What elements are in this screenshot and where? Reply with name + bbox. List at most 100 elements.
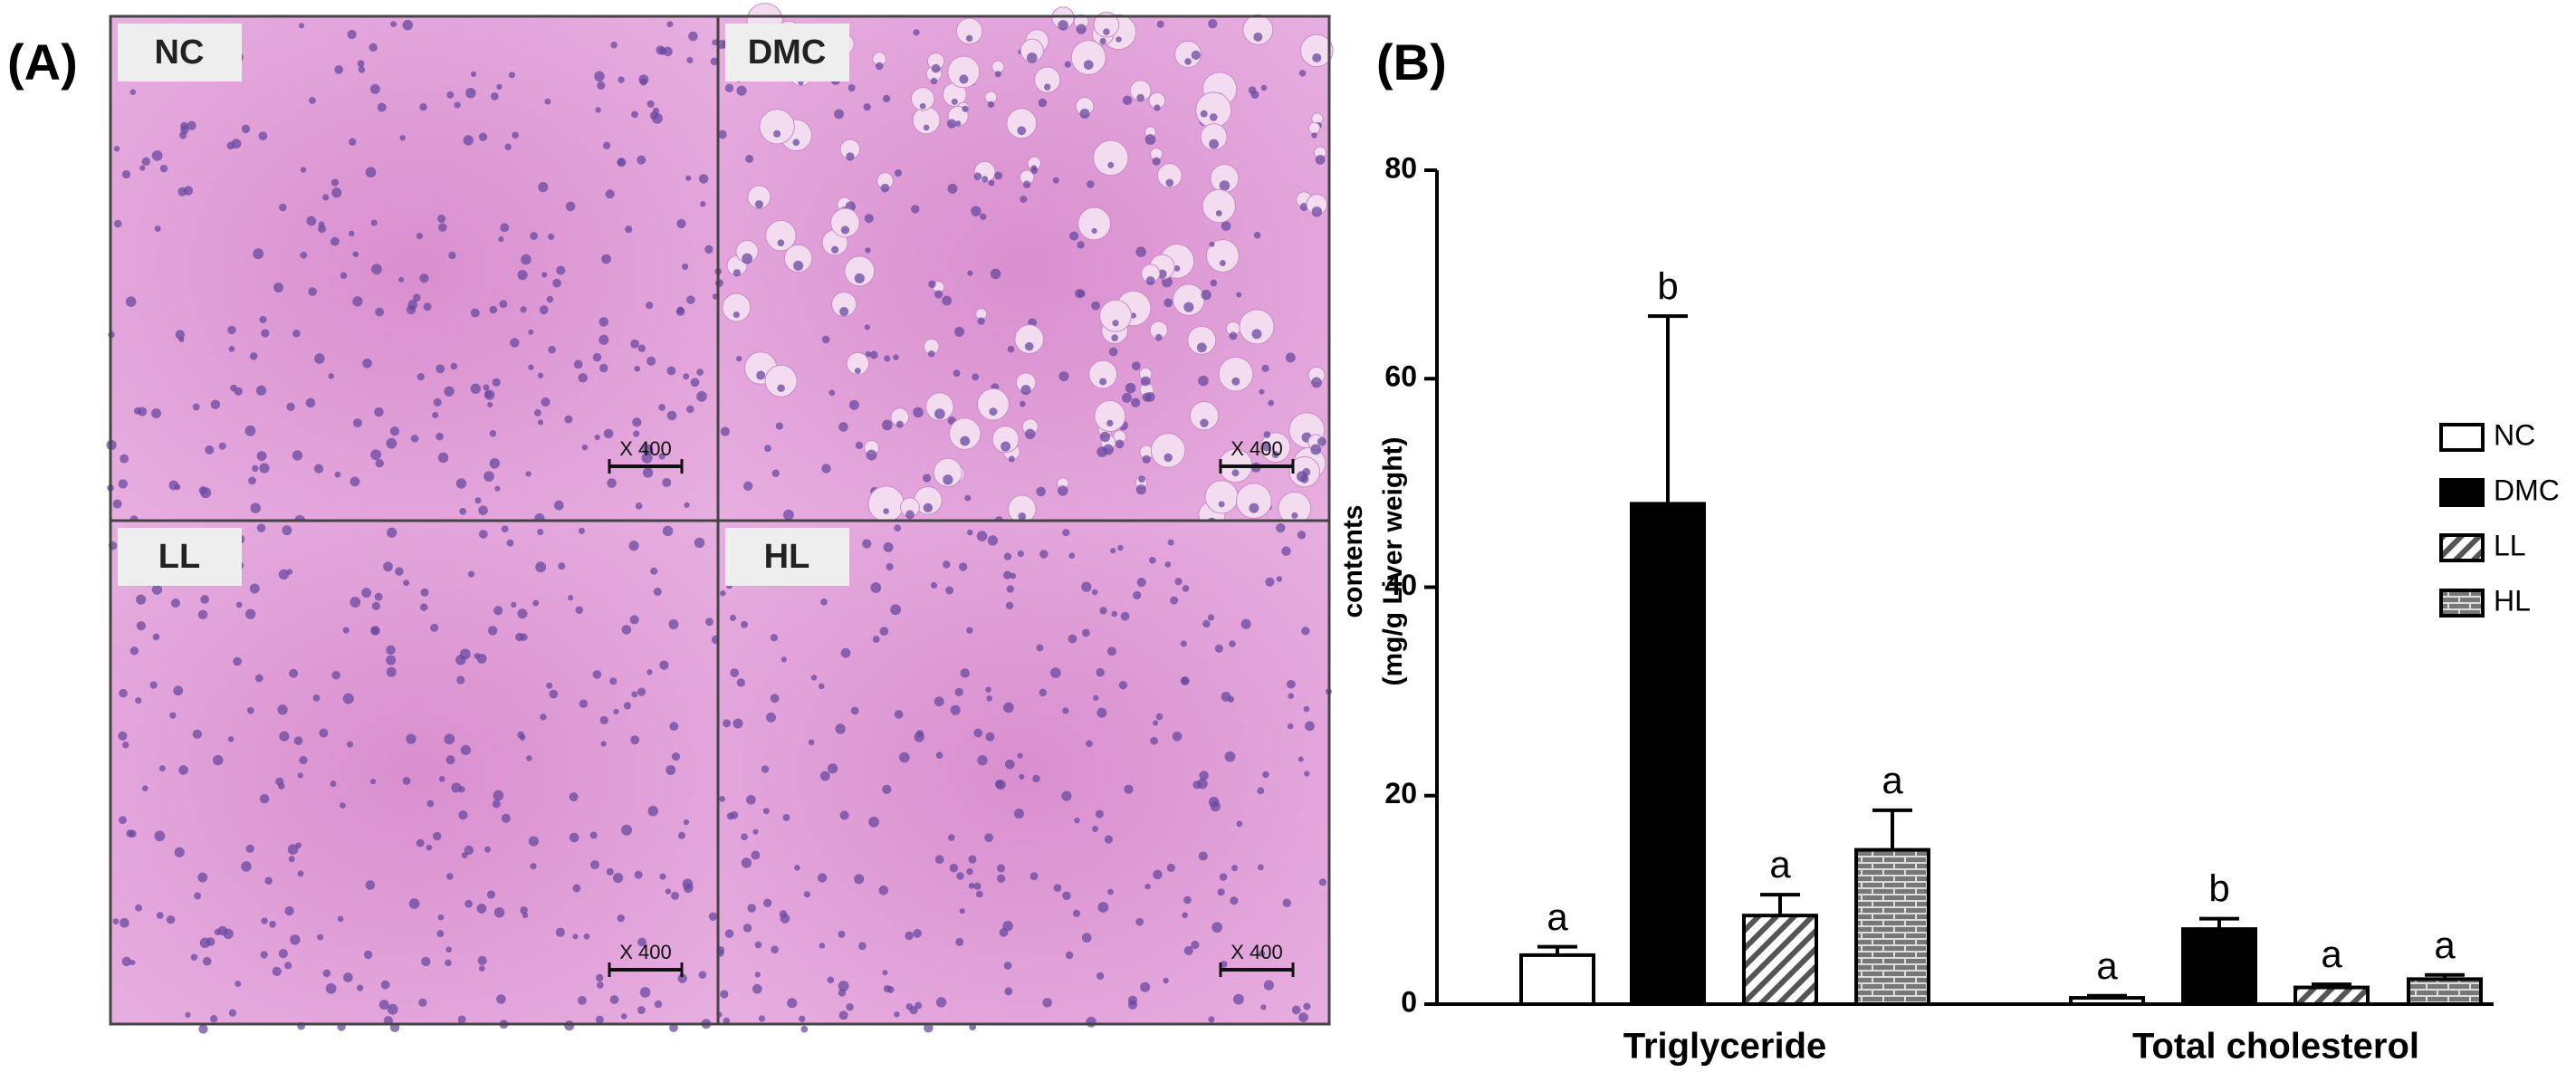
nucleus — [256, 451, 267, 462]
nucleus — [483, 384, 490, 391]
nucleus — [436, 432, 444, 441]
nucleus — [1074, 817, 1080, 824]
nucleus — [192, 403, 200, 411]
nucleus — [1017, 752, 1023, 759]
nucleus — [374, 592, 383, 601]
nucleus — [386, 645, 396, 656]
nucleus — [556, 265, 566, 275]
significance-letter: a — [2321, 933, 2342, 975]
nucleus — [212, 754, 224, 766]
nucleus — [959, 908, 965, 914]
nucleus — [669, 722, 679, 732]
nucleus — [1068, 634, 1077, 644]
nucleus — [118, 479, 128, 489]
nucleus — [800, 1025, 809, 1033]
nucleus — [371, 627, 379, 635]
nucleus — [1286, 679, 1296, 689]
nucleus — [864, 214, 874, 224]
significance-letter: a — [2434, 924, 2456, 966]
nucleus — [1058, 20, 1068, 31]
nucleus — [646, 302, 654, 310]
nucleus — [578, 527, 585, 534]
nucleus — [512, 131, 519, 139]
nucleus — [530, 863, 537, 870]
nucleus — [197, 872, 208, 883]
nucleus — [625, 225, 633, 234]
nucleus — [886, 562, 894, 571]
nucleus — [1145, 276, 1155, 286]
nucleus — [1201, 289, 1211, 301]
nucleus — [387, 1003, 398, 1015]
vacuole — [1088, 359, 1118, 389]
nucleus — [552, 278, 561, 288]
nucleus — [371, 263, 382, 275]
nucleus — [928, 280, 936, 289]
nucleus — [1039, 550, 1049, 559]
nucleus — [308, 287, 317, 296]
nucleus — [677, 973, 687, 983]
nucleus — [403, 579, 410, 587]
nucleus — [436, 364, 445, 374]
nucleus — [828, 763, 838, 774]
nucleus — [1207, 614, 1215, 621]
nucleus — [1038, 98, 1048, 108]
nucleus — [1211, 922, 1223, 934]
nucleus — [1107, 161, 1115, 168]
nucleus — [976, 531, 988, 541]
nucleus — [528, 329, 534, 335]
nucleus — [705, 618, 713, 627]
nucleus — [1149, 556, 1156, 564]
nucleus — [1262, 443, 1271, 452]
nucleus — [454, 101, 461, 109]
nucleus — [1062, 891, 1071, 901]
nucleus — [510, 338, 520, 348]
nucleus — [658, 453, 666, 460]
nucleus — [458, 810, 468, 820]
nucleus — [895, 420, 904, 428]
nucleus — [964, 494, 972, 502]
nucleus — [1004, 987, 1013, 996]
nucleus — [331, 187, 342, 198]
nucleus — [1003, 962, 1012, 970]
nucleus — [848, 399, 859, 410]
nucleus — [499, 300, 508, 309]
nucleus — [501, 813, 511, 823]
vacuole — [925, 392, 954, 421]
nucleus — [1131, 397, 1141, 407]
nucleus — [1310, 444, 1322, 455]
nucleus — [1103, 28, 1110, 36]
scale-label: X 400 — [619, 941, 672, 963]
vacuole — [991, 426, 1020, 454]
nucleus — [446, 873, 454, 880]
vacuole — [1242, 14, 1274, 45]
nucleus — [686, 56, 694, 63]
nucleus — [489, 458, 501, 469]
nucleus — [647, 805, 658, 817]
nucleus — [592, 352, 602, 362]
nucleus — [810, 675, 818, 681]
nucleus — [395, 567, 404, 576]
image-label: DMC — [748, 34, 827, 72]
nucleus — [741, 833, 748, 841]
nucleus — [913, 929, 922, 938]
nucleus — [1115, 439, 1125, 449]
nucleus — [406, 304, 417, 315]
nucleus — [1259, 950, 1266, 957]
nucleus — [914, 732, 924, 742]
scale-label: X 400 — [619, 437, 672, 460]
nucleus — [541, 272, 548, 278]
nucleus — [378, 1000, 389, 1010]
nucleus — [780, 914, 790, 924]
nucleus — [882, 784, 892, 795]
nucleus — [1198, 851, 1208, 861]
nucleus — [1183, 895, 1192, 905]
nucleus — [241, 861, 252, 872]
nucleus — [717, 129, 727, 139]
nucleus — [909, 1006, 918, 1015]
nucleus — [168, 480, 179, 491]
nucleus — [642, 467, 654, 478]
nucleus — [646, 356, 656, 366]
nucleus — [572, 884, 581, 893]
nucleus — [618, 76, 625, 83]
vacuole — [1307, 121, 1321, 135]
